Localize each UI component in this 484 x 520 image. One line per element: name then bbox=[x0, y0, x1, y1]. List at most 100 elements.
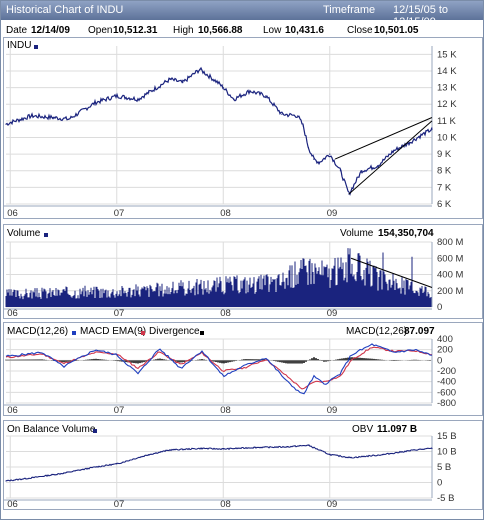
x-tick-label: 09 bbox=[327, 308, 338, 319]
y-tick-label: 0 bbox=[437, 478, 442, 489]
y-tick-label: 200 M bbox=[437, 286, 463, 297]
high-label: High bbox=[173, 25, 194, 36]
high-value: 10,566.88 bbox=[198, 25, 243, 36]
data-point bbox=[222, 448, 224, 450]
x-tick-label: 09 bbox=[327, 208, 338, 219]
y-tick-label: 7 K bbox=[437, 182, 452, 193]
data-point bbox=[431, 447, 433, 449]
y-tick-label: 9 K bbox=[437, 149, 452, 160]
data-point bbox=[148, 454, 150, 456]
obv-panel-title: On Balance Volume bbox=[7, 424, 96, 435]
date-label: Date bbox=[6, 25, 28, 36]
y-tick-label: -800 bbox=[437, 398, 456, 409]
price-chart-svg: 06 07 08 09 15 K 14 K 13 K 12 K 11 K 10 K 9 K 8 K 7 … bbox=[4, 46, 457, 219]
date-value: 12/14/09 bbox=[31, 25, 70, 36]
data-point bbox=[137, 98, 139, 100]
timeframe-label: Timeframe bbox=[323, 4, 376, 16]
y-tick-label: 6 K bbox=[437, 199, 452, 210]
data-point bbox=[329, 454, 331, 456]
volume-panel-title: Volume bbox=[7, 228, 41, 239]
data-point bbox=[302, 125, 304, 127]
obv-value: 11.097 B bbox=[377, 424, 418, 435]
y-tick-label: -600 bbox=[437, 387, 456, 398]
volume-trend-line bbox=[350, 257, 433, 288]
macd-value-label: MACD(12,26) bbox=[346, 326, 408, 337]
series-line-ema bbox=[5, 346, 433, 390]
data-point bbox=[409, 141, 411, 144]
price-panel: INDU 06 07 08 09 15 K 14 K 13 K 12 K 11 K 10 K 9 K… bbox=[3, 37, 483, 219]
data-point bbox=[297, 115, 299, 117]
y-tick-label: 8 K bbox=[437, 166, 452, 177]
data-point bbox=[249, 90, 251, 92]
y-tick-label: 14 K bbox=[437, 66, 457, 77]
x-tick-label: 07 bbox=[114, 208, 125, 219]
y-tick-label: 10 B bbox=[437, 447, 457, 458]
x-tick-label: 09 bbox=[327, 499, 338, 510]
y-tick-label: -400 bbox=[437, 377, 456, 388]
x-tick-label: 07 bbox=[114, 405, 125, 416]
trend-line-upper bbox=[334, 117, 433, 160]
data-point bbox=[393, 150, 395, 152]
volume-panel: Volume Volume 154,350,704 06 07 08 09 800 M 6… bbox=[3, 224, 483, 319]
data-point bbox=[5, 480, 7, 482]
data-point bbox=[52, 116, 54, 119]
y-tick-label: 600 M bbox=[437, 253, 463, 264]
data-point bbox=[94, 101, 97, 104]
data-point bbox=[116, 463, 118, 465]
data-point bbox=[350, 457, 352, 459]
y-tick-label: 15 B bbox=[437, 431, 457, 442]
data-point bbox=[94, 466, 97, 468]
data-point bbox=[222, 86, 224, 89]
x-tick-label: 09 bbox=[327, 405, 338, 416]
price-legend-swatch bbox=[34, 45, 38, 49]
macd-legend-ema: MACD EMA(9) bbox=[80, 326, 147, 337]
data-point bbox=[217, 81, 219, 84]
data-point bbox=[201, 447, 203, 449]
macd-legend-divergence: Divergence bbox=[149, 326, 200, 337]
series-line-indu bbox=[5, 66, 433, 196]
data-point bbox=[318, 161, 320, 164]
data-point bbox=[382, 454, 384, 456]
x-tick-label: 06 bbox=[7, 499, 18, 510]
ema-swatch bbox=[141, 331, 145, 335]
x-tick-label: 07 bbox=[114, 308, 125, 319]
data-point bbox=[5, 123, 7, 125]
price-panel-title: INDU bbox=[7, 40, 32, 51]
open-value: 10,512.31 bbox=[113, 25, 158, 36]
obv-legend-swatch bbox=[93, 429, 97, 433]
close-label: Close bbox=[347, 25, 373, 36]
data-point bbox=[30, 115, 33, 117]
x-tick-label: 08 bbox=[220, 208, 231, 219]
data-point bbox=[265, 95, 267, 97]
volume-legend-swatch bbox=[44, 233, 48, 237]
macd-legend-macd: MACD(12,26) bbox=[7, 326, 69, 337]
data-point bbox=[169, 449, 171, 451]
trend-line-lower bbox=[348, 120, 433, 195]
y-tick-label: 15 K bbox=[437, 49, 457, 60]
data-point bbox=[116, 95, 118, 97]
x-tick-label: 08 bbox=[220, 405, 231, 416]
data-point bbox=[233, 98, 235, 100]
macd-value: 87.097 bbox=[404, 326, 435, 337]
open-label: Open bbox=[88, 25, 113, 36]
title-bar: Historical Chart of INDU Timeframe 12/15… bbox=[1, 1, 483, 28]
data-point bbox=[377, 165, 379, 167]
series-line-obv bbox=[6, 444, 433, 482]
y-tick-label: 10 K bbox=[437, 132, 457, 143]
x-tick-label: 06 bbox=[7, 208, 18, 219]
obv-value-label: OBV bbox=[352, 424, 374, 435]
data-point bbox=[9, 121, 11, 124]
data-point bbox=[431, 128, 433, 130]
low-value: 10,431.6 bbox=[285, 25, 324, 36]
data-point bbox=[182, 81, 184, 84]
data-point bbox=[307, 146, 310, 149]
y-tick-label: 400 M bbox=[437, 270, 463, 281]
obv-chart-svg: 06 07 08 09 15 B 10 B 5 B 0 -5 B bbox=[4, 431, 457, 510]
divergence-swatch bbox=[200, 331, 204, 335]
volume-value: 154,350,704 bbox=[378, 228, 434, 239]
data-point bbox=[68, 118, 70, 120]
x-tick-label: 08 bbox=[220, 499, 231, 510]
y-tick-label: 400 bbox=[437, 334, 453, 345]
